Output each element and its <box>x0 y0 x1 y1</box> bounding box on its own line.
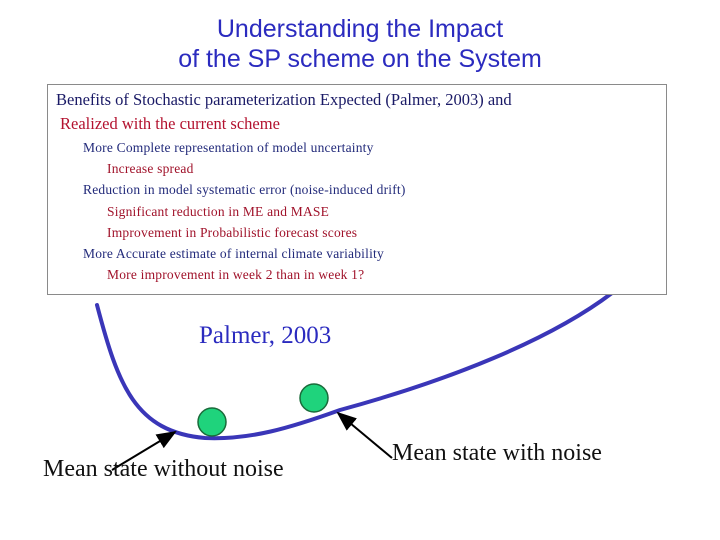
figure-caption: Palmer, 2003 <box>199 322 332 349</box>
arrow-with-noise <box>336 411 393 459</box>
benefit-subitem: More improvement in week 2 than in week … <box>107 267 365 282</box>
benefit-item: More Complete representation of model un… <box>83 140 374 155</box>
title-line-1: Understanding the Impact <box>216 15 504 43</box>
benefit-item: Reduction in model systematic error (noi… <box>83 182 406 197</box>
ball-with-noise <box>299 383 329 413</box>
title-line-2: of the SP scheme on the System <box>178 45 542 73</box>
potential-curve <box>95 291 614 441</box>
label-without-noise: Mean state without noise <box>43 456 284 482</box>
benefits-box: Benefits of Stochastic parameterization … <box>47 84 667 295</box>
box-heading-line-1: Benefits of Stochastic parameterization … <box>56 90 512 109</box>
benefit-subitem: Increase spread <box>107 161 194 176</box>
arrow-without-noise <box>111 430 177 471</box>
ball-without-noise <box>197 407 227 437</box>
slide-title: Understanding the Impact of the SP schem… <box>0 14 720 74</box>
box-heading-line-2: Realized with the current scheme <box>60 114 280 133</box>
benefit-subitem: Improvement in Probabilistic forecast sc… <box>107 225 358 240</box>
benefit-subitem: Significant reduction in ME and MASE <box>107 204 330 219</box>
label-with-noise: Mean state with noise <box>392 440 602 466</box>
benefit-item: More Accurate estimate of internal clima… <box>83 246 384 261</box>
